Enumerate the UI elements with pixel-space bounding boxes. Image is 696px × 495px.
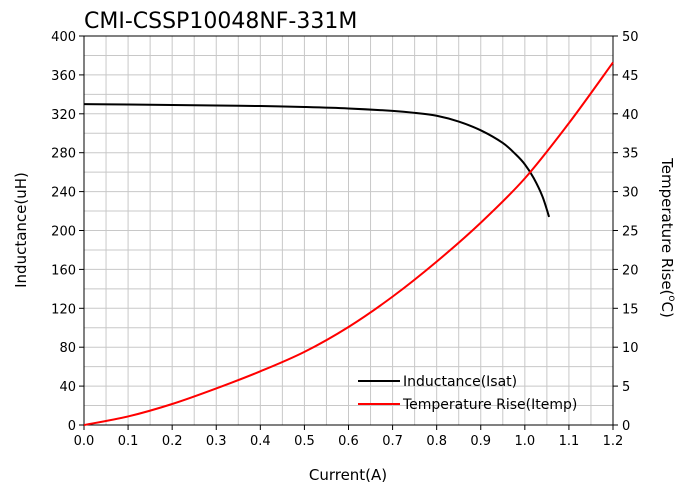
y-tick-label: 400 bbox=[51, 30, 76, 45]
y2-tick-label: 10 bbox=[622, 341, 639, 356]
x-tick-label: 0.3 bbox=[206, 434, 227, 449]
y-tick-label: 240 bbox=[51, 186, 76, 201]
grid-lines bbox=[83, 35, 614, 426]
legend-label-inductance: Inductance(Isat) bbox=[403, 374, 517, 390]
y-tick-label: 40 bbox=[59, 380, 76, 395]
y-tick-label: 200 bbox=[51, 225, 76, 240]
x-tick-label: 1.1 bbox=[559, 434, 580, 449]
legend-label-temperature: Temperature Rise(Itemp) bbox=[402, 397, 577, 413]
x-axis-label: Current(A) bbox=[309, 466, 387, 484]
y2-axis-label-end: C) bbox=[658, 302, 676, 318]
x-tick-label: 0.2 bbox=[162, 434, 183, 449]
y-tick-label: 80 bbox=[59, 341, 76, 356]
y2-tick-label: 15 bbox=[622, 302, 639, 317]
y2-tick-label: 20 bbox=[622, 263, 639, 278]
x-tick-label: 0.0 bbox=[74, 434, 95, 449]
y2-axis-label-superscript: o bbox=[666, 295, 677, 301]
y2-axis-label-main: Temperature Rise( bbox=[658, 157, 676, 295]
x-tick-label: 0.4 bbox=[250, 434, 271, 449]
y2-tick-label: 45 bbox=[622, 69, 639, 84]
y2-tick-label: 50 bbox=[622, 30, 639, 45]
y-tick-label: 320 bbox=[51, 108, 76, 123]
legend: Inductance(Isat) Temperature Rise(Itemp) bbox=[358, 374, 577, 413]
y-axis-label: Inductance(uH) bbox=[12, 172, 30, 288]
y2-tick-label: 25 bbox=[622, 225, 639, 240]
y2-tick-label: 35 bbox=[622, 147, 639, 162]
x-tick-label: 0.6 bbox=[338, 434, 359, 449]
y-tick-label: 0 bbox=[68, 419, 76, 434]
x-tick-label: 0.1 bbox=[118, 434, 139, 449]
x-tick-label: 1.2 bbox=[603, 434, 624, 449]
y-tick-label: 160 bbox=[51, 263, 76, 278]
x-tick-label: 1.0 bbox=[514, 434, 535, 449]
x-tick-label: 0.7 bbox=[382, 434, 403, 449]
axis-ticks: 0.0 0.1 0.2 0.3 0.4 0.5 0.6 0.7 0.8 0.9 1.0 1.1 1.20… bbox=[51, 30, 638, 449]
y2-tick-label: 0 bbox=[622, 419, 630, 434]
x-tick-label: 0.9 bbox=[470, 434, 491, 449]
y2-axis-label: Temperature Rise(oC) bbox=[658, 157, 677, 318]
x-tick-label: 0.5 bbox=[294, 434, 315, 449]
y-tick-label: 120 bbox=[51, 302, 76, 317]
x-tick-label: 0.8 bbox=[426, 434, 447, 449]
chart-title: CMI-CSSP10048NF-331M bbox=[84, 9, 357, 34]
y-tick-label: 280 bbox=[51, 147, 76, 162]
y2-tick-label: 5 bbox=[622, 380, 630, 395]
y2-tick-label: 40 bbox=[622, 108, 639, 123]
temperature-rise-line bbox=[83, 61, 614, 426]
inductance-line bbox=[83, 103, 551, 218]
series-lines bbox=[83, 61, 614, 426]
y2-tick-label: 30 bbox=[622, 186, 639, 201]
y-tick-label: 360 bbox=[51, 69, 76, 84]
